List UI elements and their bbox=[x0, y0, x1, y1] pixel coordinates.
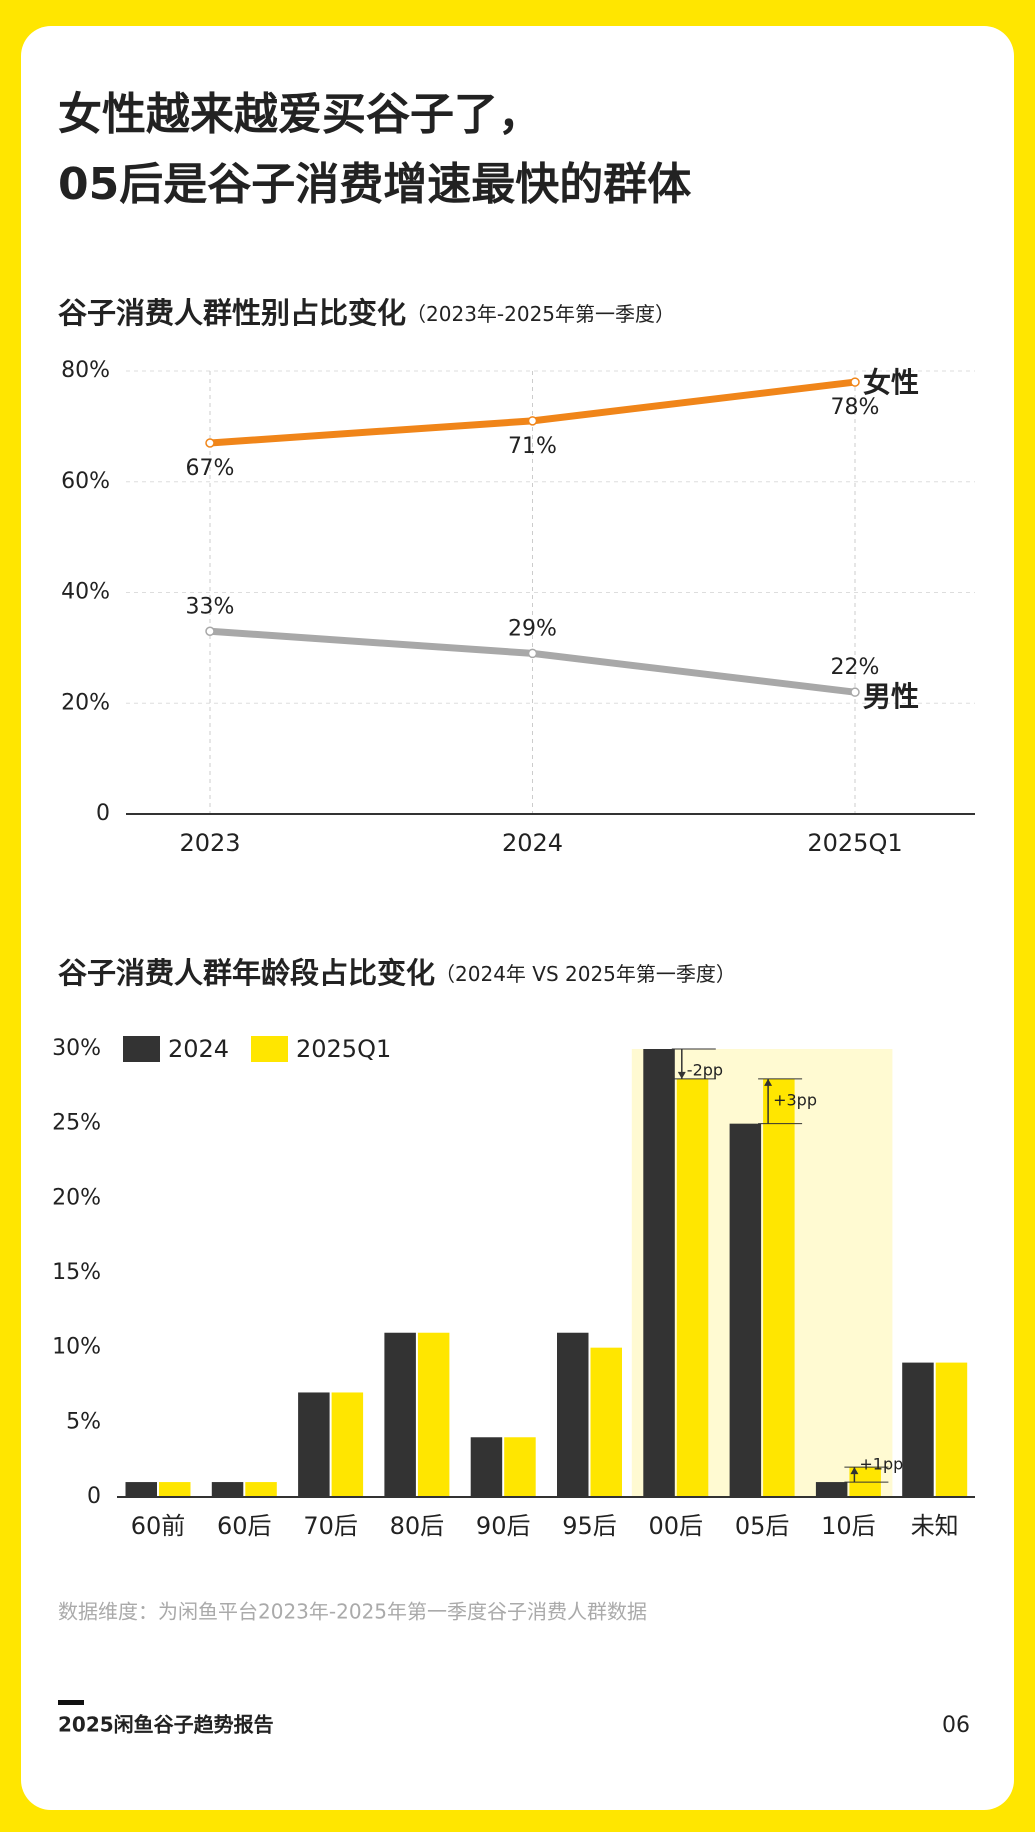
chart-title-text: 谷子消费人群性别占比变化 bbox=[58, 296, 406, 330]
y-tick-label: 25% bbox=[52, 1111, 101, 1136]
legend-swatch bbox=[123, 1036, 160, 1062]
annotation-arrowhead bbox=[850, 1467, 859, 1475]
y-tick-label: 60% bbox=[61, 469, 110, 494]
legend-label: 2024 bbox=[168, 1035, 229, 1063]
data-point bbox=[527, 416, 538, 426]
data-point bbox=[850, 687, 860, 697]
series-name: 男性 bbox=[863, 680, 919, 713]
value-label: 29% bbox=[508, 616, 557, 641]
page-number: 06 bbox=[942, 1713, 970, 1738]
y-tick-label: 5% bbox=[66, 1409, 101, 1434]
data-point bbox=[850, 377, 860, 387]
chart-title-text: 谷子消费人群年龄段占比变化 bbox=[58, 956, 435, 990]
x-tick-label: 80后 bbox=[390, 1512, 445, 1540]
bar bbox=[384, 1332, 416, 1497]
value-label: 67% bbox=[186, 456, 235, 481]
value-label: 33% bbox=[186, 594, 235, 619]
x-tick-label: 05后 bbox=[735, 1512, 790, 1540]
bar bbox=[729, 1123, 762, 1497]
bar bbox=[763, 1078, 795, 1497]
bar bbox=[935, 1362, 968, 1497]
footer-report: 2025闲鱼谷子趋势报告 bbox=[58, 1713, 274, 1737]
bar bbox=[557, 1332, 589, 1497]
y-tick-label: 80% bbox=[61, 358, 110, 383]
bar bbox=[211, 1482, 244, 1497]
x-tick-label: 00后 bbox=[649, 1512, 704, 1540]
bar bbox=[643, 1049, 675, 1497]
legend-swatch bbox=[251, 1036, 288, 1062]
x-tick-label: 2024 bbox=[502, 829, 563, 857]
x-tick-label: 60后 bbox=[217, 1512, 272, 1540]
chart-subtitle: （2023年-2025年第一季度） bbox=[406, 302, 675, 326]
chart-subtitle: （2024年 VS 2025年第一季度） bbox=[435, 962, 736, 986]
bar bbox=[815, 1482, 848, 1497]
y-tick-label: 20% bbox=[61, 690, 110, 715]
y-tick-label: 40% bbox=[61, 580, 110, 605]
bar bbox=[902, 1362, 934, 1497]
y-tick-label: 30% bbox=[52, 1036, 101, 1061]
value-label: 71% bbox=[508, 434, 557, 459]
y-tick-label: 0 bbox=[87, 1484, 101, 1509]
annotation-arrowhead bbox=[677, 1071, 686, 1079]
bar bbox=[125, 1482, 157, 1497]
annotation-arrowhead bbox=[764, 1078, 773, 1086]
note: 数据维度：为闲鱼平台2023年-2025年第一季度谷子消费人群数据 bbox=[58, 1600, 647, 1624]
annotation: +3pp bbox=[773, 1090, 817, 1109]
y-tick-label: 15% bbox=[52, 1260, 101, 1285]
x-tick-label: 2023 bbox=[179, 829, 240, 857]
title-line: 女性越来越爱买谷子了， bbox=[58, 89, 542, 140]
title-line: 05后是谷子消费增速最快的群体 bbox=[58, 159, 691, 210]
data-point bbox=[205, 626, 215, 637]
x-tick-label: 10后 bbox=[821, 1512, 876, 1540]
x-tick-label: 70后 bbox=[303, 1512, 358, 1540]
data-point bbox=[527, 648, 538, 659]
bar bbox=[470, 1437, 503, 1497]
chart-title: 谷子消费人群性别占比变化（2023年-2025年第一季度） bbox=[58, 296, 675, 330]
bar bbox=[159, 1482, 191, 1497]
x-tick-label: 60前 bbox=[131, 1512, 186, 1540]
chart-title: 谷子消费人群年龄段占比变化（2024年 VS 2025年第一季度） bbox=[58, 956, 736, 990]
legend-label: 2025Q1 bbox=[296, 1035, 391, 1063]
annotation: -2pp bbox=[687, 1061, 723, 1080]
x-tick-label: 95后 bbox=[562, 1512, 617, 1540]
x-tick-label: 90后 bbox=[476, 1512, 531, 1540]
bar bbox=[676, 1078, 709, 1497]
series-name: 女性 bbox=[863, 366, 919, 399]
bar bbox=[245, 1482, 277, 1497]
y-tick-label: 0 bbox=[96, 801, 110, 826]
bar bbox=[331, 1392, 364, 1497]
bar bbox=[590, 1347, 622, 1497]
value-label: 22% bbox=[831, 655, 880, 680]
y-tick-label: 10% bbox=[52, 1335, 101, 1360]
bar bbox=[417, 1332, 450, 1497]
bar bbox=[504, 1437, 536, 1497]
x-tick-label: 未知 bbox=[911, 1512, 959, 1540]
bar bbox=[298, 1392, 330, 1497]
y-tick-label: 20% bbox=[52, 1185, 101, 1210]
data-point bbox=[205, 438, 215, 448]
value-label: 78% bbox=[831, 395, 880, 420]
footer-mark bbox=[58, 1700, 84, 1705]
x-tick-label: 2025Q1 bbox=[807, 829, 902, 857]
annotation: +1pp bbox=[859, 1455, 903, 1474]
card bbox=[21, 26, 1014, 1810]
